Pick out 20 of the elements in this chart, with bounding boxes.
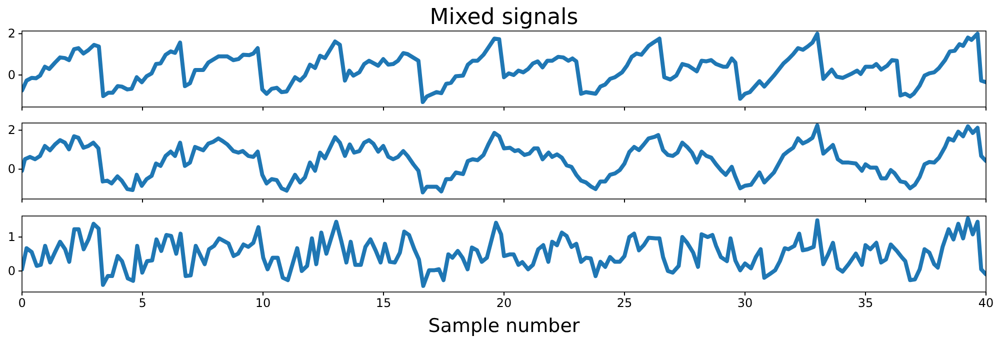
x-tick-label: 20 bbox=[496, 296, 512, 310]
line-series bbox=[22, 123, 986, 194]
line-series bbox=[22, 216, 986, 288]
line-series bbox=[22, 32, 986, 104]
x-tick-label: 0 bbox=[18, 296, 26, 310]
x-tick-label: 5 bbox=[138, 296, 146, 310]
x-axis-title: Sample number bbox=[428, 315, 580, 337]
chart-title: Mixed signals bbox=[430, 5, 578, 30]
y-tick-label: 2 bbox=[8, 123, 16, 138]
y-tick-label: 0 bbox=[8, 162, 16, 176]
y-tick-label: 1 bbox=[8, 230, 16, 244]
x-tick-label: 10 bbox=[255, 296, 271, 310]
x-tick-label: 25 bbox=[616, 296, 632, 310]
y-tick-label: 2 bbox=[8, 26, 16, 41]
x-tick-label: 30 bbox=[737, 296, 753, 310]
y-tick-label: 0 bbox=[8, 68, 16, 82]
x-tick-label: 35 bbox=[858, 296, 874, 310]
x-tick-label: 40 bbox=[978, 296, 994, 310]
y-tick-label: 0 bbox=[8, 264, 16, 278]
x-tick-label: 15 bbox=[376, 296, 392, 310]
